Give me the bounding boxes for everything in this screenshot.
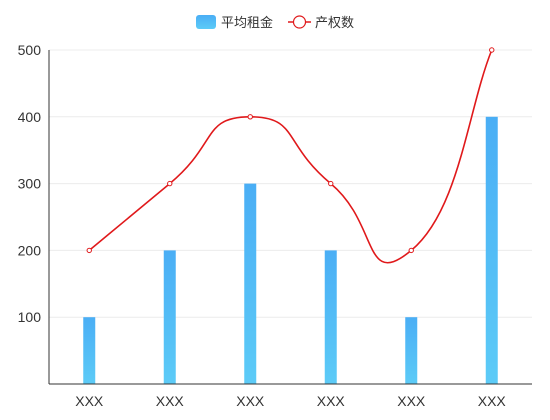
line-path[interactable] — [88, 49, 493, 264]
line-point[interactable] — [408, 247, 414, 254]
tick-labels: 100 200 300 400 500 XXX XXX XXX XXX XXX XXX — [18, 42, 507, 409]
bar-series — [83, 116, 498, 385]
line-point[interactable] — [247, 114, 253, 120]
x-tick-label: XXX — [156, 393, 185, 409]
y-tick-label: 500 — [18, 42, 42, 58]
line-point[interactable] — [489, 47, 495, 53]
bar[interactable] — [485, 116, 498, 385]
x-tick-label: XXX — [397, 393, 426, 409]
x-tick-label: XXX — [478, 393, 507, 409]
legend-bar-label[interactable]: 平均租金 — [221, 15, 273, 31]
bar[interactable] — [83, 317, 96, 384]
y-tick-label: 300 — [18, 176, 42, 192]
x-tick-label: XXX — [317, 393, 346, 409]
legend-bar-swatch[interactable] — [196, 15, 216, 29]
x-tick-label: XXX — [236, 393, 265, 409]
bar[interactable] — [163, 250, 176, 384]
line-point[interactable] — [167, 180, 173, 187]
bar[interactable] — [324, 250, 337, 384]
legend[interactable]: 平均租金 产权数 — [196, 15, 354, 31]
bar[interactable] — [244, 183, 257, 384]
x-tick-label: XXX — [75, 393, 104, 409]
legend-line-marker[interactable] — [292, 15, 307, 29]
line-series — [86, 47, 495, 264]
bar[interactable] — [405, 317, 418, 384]
y-tick-label: 400 — [18, 109, 42, 125]
y-tick-label: 200 — [18, 242, 42, 258]
line-point[interactable] — [328, 180, 334, 187]
axes — [48, 50, 532, 385]
legend-line-label[interactable]: 产权数 — [315, 15, 354, 31]
grid-lines — [49, 49, 532, 318]
y-tick-label: 100 — [18, 309, 42, 325]
line-point[interactable] — [86, 247, 92, 254]
